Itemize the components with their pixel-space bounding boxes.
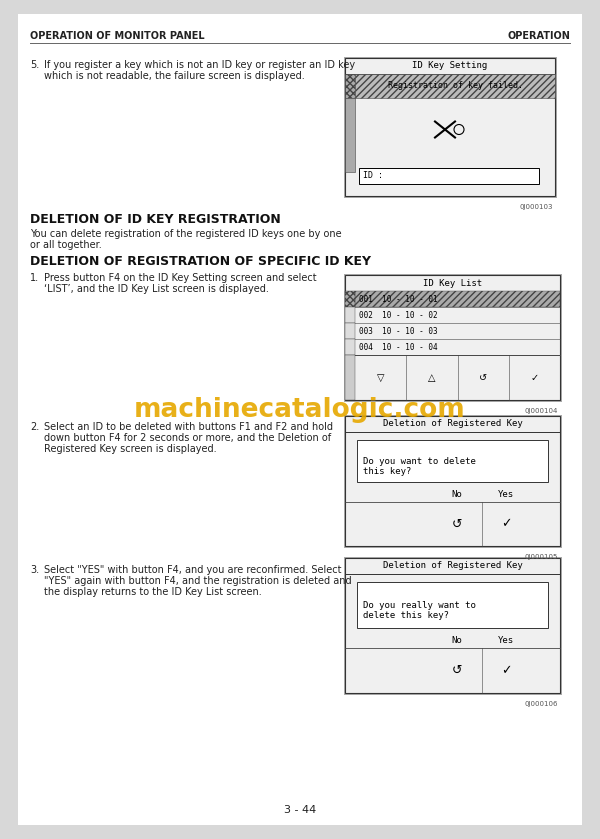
Text: or all together.: or all together. bbox=[30, 240, 102, 250]
Bar bbox=[345, 275, 560, 400]
Text: Yes: Yes bbox=[498, 490, 514, 499]
Text: No: No bbox=[451, 636, 462, 645]
Text: You can delete registration of the registered ID keys one by one: You can delete registration of the regis… bbox=[30, 229, 341, 239]
Text: 3.: 3. bbox=[30, 565, 39, 575]
Bar bbox=[344, 557, 562, 695]
Text: No: No bbox=[451, 490, 462, 499]
Text: ID Key Setting: ID Key Setting bbox=[412, 61, 488, 70]
Text: Registration of key failed.: Registration of key failed. bbox=[388, 81, 523, 91]
Text: Do you want to delete: Do you want to delete bbox=[363, 457, 476, 466]
Bar bbox=[345, 558, 560, 693]
Text: Do you really want to: Do you really want to bbox=[363, 601, 476, 610]
Bar bbox=[357, 440, 548, 482]
Text: "YES" again with button F4, and the registration is deleted and: "YES" again with button F4, and the regi… bbox=[44, 576, 352, 586]
Text: 5.: 5. bbox=[30, 60, 39, 70]
Text: 0J000105: 0J000105 bbox=[524, 554, 558, 560]
Text: If you register a key which is not an ID key or register an ID key: If you register a key which is not an ID… bbox=[44, 60, 355, 70]
Bar bbox=[345, 355, 355, 400]
Text: △: △ bbox=[428, 373, 436, 383]
Bar bbox=[344, 274, 562, 402]
Text: ‘LIST’, and the ID Key List screen is displayed.: ‘LIST’, and the ID Key List screen is di… bbox=[44, 284, 269, 294]
Text: the display returns to the ID Key List screen.: the display returns to the ID Key List s… bbox=[44, 587, 262, 597]
Text: 001  10 - 10 - 01: 001 10 - 10 - 01 bbox=[359, 294, 437, 304]
Text: ↺: ↺ bbox=[452, 664, 462, 677]
Bar bbox=[345, 98, 355, 172]
Text: this key?: this key? bbox=[363, 467, 412, 476]
Text: ID Key List: ID Key List bbox=[423, 279, 482, 288]
Text: ✓: ✓ bbox=[501, 664, 511, 677]
Text: OPERATION: OPERATION bbox=[507, 31, 570, 41]
Bar bbox=[345, 58, 555, 196]
Bar bbox=[345, 416, 560, 546]
Text: 003  10 - 10 - 03: 003 10 - 10 - 03 bbox=[359, 326, 437, 336]
Text: ✓: ✓ bbox=[501, 518, 511, 530]
Bar bbox=[359, 168, 539, 184]
Bar bbox=[345, 74, 355, 98]
Text: DELETION OF REGISTRATION OF SPECIFIC ID KEY: DELETION OF REGISTRATION OF SPECIFIC ID … bbox=[30, 255, 371, 268]
Text: 3 - 44: 3 - 44 bbox=[284, 805, 316, 815]
Text: Deletion of Registered Key: Deletion of Registered Key bbox=[383, 561, 523, 571]
Text: ✓: ✓ bbox=[530, 373, 538, 383]
Text: which is not readable, the failure screen is displayed.: which is not readable, the failure scree… bbox=[44, 71, 305, 81]
Text: delete this key?: delete this key? bbox=[363, 611, 449, 620]
Text: 0J000106: 0J000106 bbox=[524, 701, 558, 707]
Bar bbox=[345, 323, 355, 339]
Text: Deletion of Registered Key: Deletion of Registered Key bbox=[383, 420, 523, 429]
Text: DELETION OF ID KEY REGISTRATION: DELETION OF ID KEY REGISTRATION bbox=[30, 213, 281, 226]
Text: Press button F4 on the ID Key Setting screen and select: Press button F4 on the ID Key Setting sc… bbox=[44, 273, 317, 283]
Text: Select an ID to be deleted with buttons F1 and F2 and hold: Select an ID to be deleted with buttons … bbox=[44, 422, 333, 432]
Bar bbox=[344, 415, 562, 548]
Bar bbox=[357, 582, 548, 628]
Text: OPERATION OF MONITOR PANEL: OPERATION OF MONITOR PANEL bbox=[30, 31, 205, 41]
Bar bbox=[345, 291, 355, 307]
Text: 1.: 1. bbox=[30, 273, 39, 283]
Text: Registered Key screen is displayed.: Registered Key screen is displayed. bbox=[44, 444, 217, 454]
Text: machinecatalogic.com: machinecatalogic.com bbox=[134, 397, 466, 423]
Text: Select "YES" with button F4, and you are reconfirmed. Select: Select "YES" with button F4, and you are… bbox=[44, 565, 341, 575]
Text: 004  10 - 10 - 04: 004 10 - 10 - 04 bbox=[359, 342, 437, 352]
Text: ↺: ↺ bbox=[479, 373, 487, 383]
Bar bbox=[345, 339, 355, 355]
Text: ↺: ↺ bbox=[452, 518, 462, 530]
Text: 0J000104: 0J000104 bbox=[524, 408, 558, 414]
Bar bbox=[355, 74, 555, 98]
Text: Yes: Yes bbox=[498, 636, 514, 645]
Text: 0J000103: 0J000103 bbox=[520, 204, 553, 210]
Bar bbox=[355, 291, 560, 307]
Bar bbox=[345, 307, 355, 323]
Text: ▽: ▽ bbox=[377, 373, 385, 383]
Text: 002  10 - 10 - 02: 002 10 - 10 - 02 bbox=[359, 310, 437, 320]
Text: 2.: 2. bbox=[30, 422, 39, 432]
Bar bbox=[344, 57, 557, 198]
Text: ID :: ID : bbox=[363, 171, 383, 180]
Text: down button F4 for 2 seconds or more, and the Deletion of: down button F4 for 2 seconds or more, an… bbox=[44, 433, 331, 443]
